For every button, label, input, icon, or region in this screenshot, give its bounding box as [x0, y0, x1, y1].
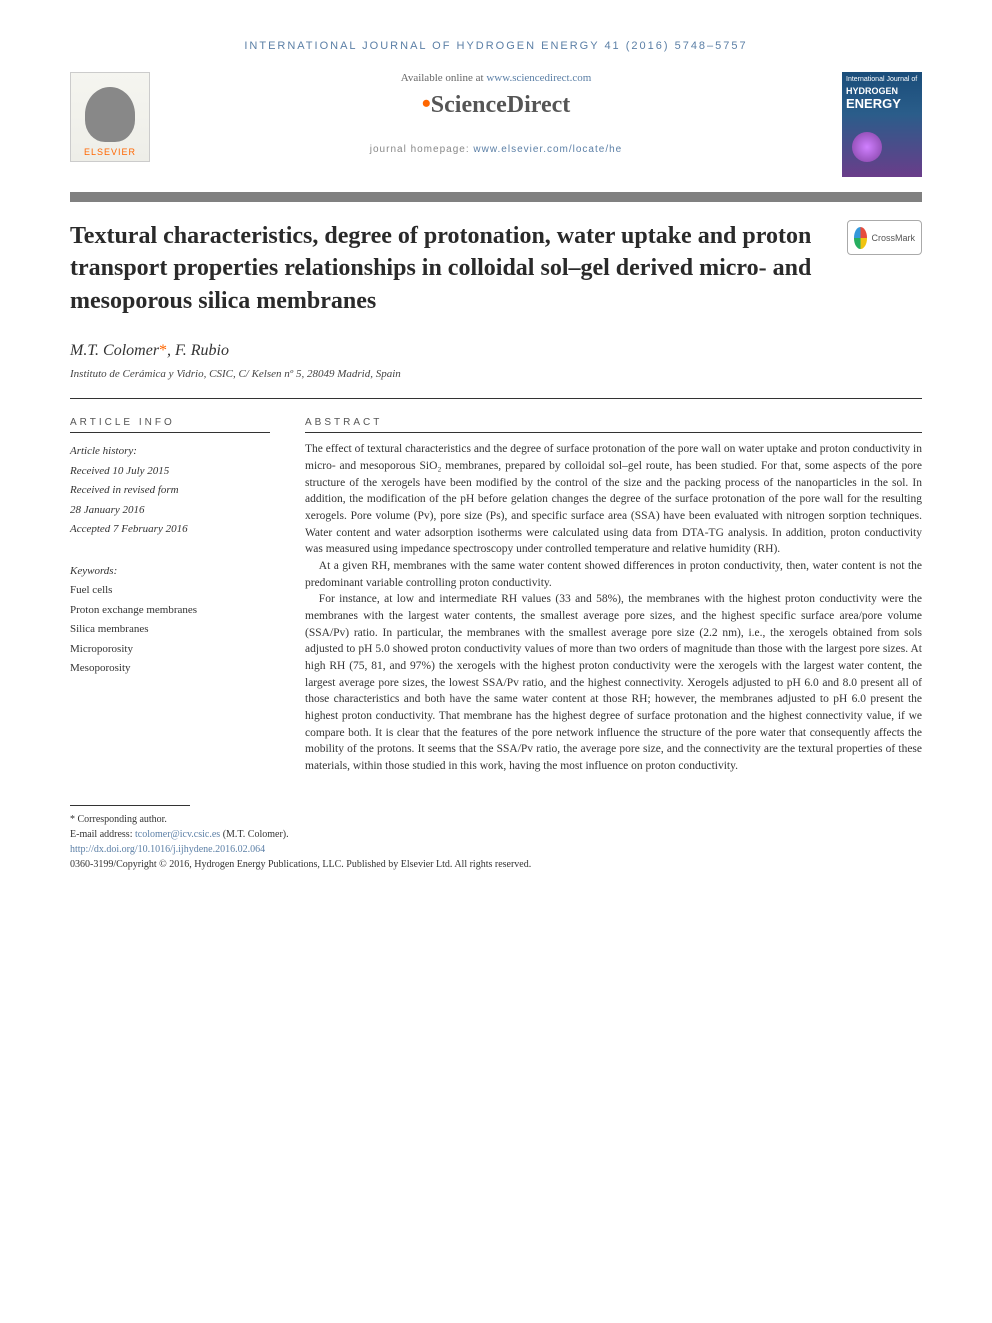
sciencedirect-logo[interactable]: •ScienceDirect — [170, 89, 822, 119]
article-title: Textural characteristics, degree of prot… — [70, 220, 817, 317]
article-info-column: ARTICLE INFO Article history: Received 1… — [70, 417, 270, 774]
mini-divider — [305, 432, 922, 433]
elsevier-tree-icon — [85, 87, 135, 142]
email-suffix: (M.T. Colomer). — [220, 829, 288, 840]
email-link[interactable]: tcolomer@icv.csic.es — [135, 829, 220, 840]
corresponding-label: Corresponding author. — [78, 814, 167, 825]
crossmark-label: CrossMark — [871, 233, 915, 243]
keywords-block: Keywords: Fuel cells Proton exchange mem… — [70, 563, 270, 677]
doi-link[interactable]: http://dx.doi.org/10.1016/j.ijhydene.201… — [70, 844, 265, 855]
elsevier-label: ELSEVIER — [84, 147, 136, 157]
abstract-text: The effect of textural characteristics a… — [305, 441, 922, 774]
keyword-item: Microporosity — [70, 641, 270, 658]
corresponding-note: * Corresponding author. — [70, 812, 922, 827]
history-revised-date: 28 January 2016 — [70, 502, 270, 519]
journal-cover-thumbnail[interactable]: International Journal of HYDROGEN ENERGY — [842, 72, 922, 177]
abstract-heading: ABSTRACT — [305, 417, 922, 428]
keyword-item: Mesoporosity — [70, 660, 270, 677]
horizontal-divider — [70, 398, 922, 399]
keywords-label: Keywords: — [70, 563, 270, 580]
footer-divider — [70, 805, 190, 806]
section-divider-bar — [70, 192, 922, 202]
journal-homepage-prefix: journal homepage: — [370, 144, 474, 155]
abstract-paragraph: At a given RH, membranes with the same w… — [305, 558, 922, 591]
available-online-text: Available online at www.sciencedirect.co… — [170, 72, 822, 84]
footer-block: * Corresponding author. E-mail address: … — [70, 812, 922, 872]
history-label: Article history: — [70, 443, 270, 460]
copyright-line: 0360-3199/Copyright © 2016, Hydrogen Ene… — [70, 857, 922, 872]
corresponding-star-icon: * — [159, 342, 167, 359]
email-label: E-mail address: — [70, 829, 135, 840]
journal-citation-header: INTERNATIONAL JOURNAL OF HYDROGEN ENERGY… — [70, 40, 922, 52]
journal-homepage-text: journal homepage: www.elsevier.com/locat… — [170, 144, 822, 155]
abstract-column: ABSTRACT The effect of textural characte… — [305, 417, 922, 774]
history-revised: Received in revised form — [70, 482, 270, 499]
title-row: Textural characteristics, degree of prot… — [70, 220, 922, 317]
article-info-heading: ARTICLE INFO — [70, 417, 270, 428]
author-1: M.T. Colomer — [70, 342, 159, 359]
cover-line1: International Journal of — [846, 76, 918, 83]
cover-graphic-icon — [852, 132, 882, 162]
journal-homepage-link[interactable]: www.elsevier.com/locate/he — [473, 144, 622, 155]
email-line: E-mail address: tcolomer@icv.csic.es (M.… — [70, 827, 922, 842]
top-header-section: ELSEVIER Available online at www.science… — [70, 72, 922, 177]
keyword-item: Fuel cells — [70, 582, 270, 599]
affiliation: Instituto de Cerámica y Vidrio, CSIC, C/… — [70, 368, 922, 380]
elsevier-logo[interactable]: ELSEVIER — [70, 72, 150, 162]
author-2: F. Rubio — [175, 342, 229, 359]
abstract-paragraph: For instance, at low and intermediate RH… — [305, 591, 922, 774]
mini-divider — [70, 432, 270, 433]
sciencedirect-link[interactable]: www.sciencedirect.com — [486, 72, 591, 84]
crossmark-button[interactable]: CrossMark — [847, 220, 922, 255]
cover-line3: ENERGY — [846, 96, 918, 111]
content-columns: ARTICLE INFO Article history: Received 1… — [70, 417, 922, 774]
history-accepted: Accepted 7 February 2016 — [70, 521, 270, 538]
header-middle: Available online at www.sciencedirect.co… — [170, 72, 822, 155]
sciencedirect-bullet-icon: • — [422, 89, 431, 118]
available-online-prefix: Available online at — [401, 72, 487, 84]
sciencedirect-label: ScienceDirect — [431, 92, 571, 118]
history-received: Received 10 July 2015 — [70, 463, 270, 480]
authors-line: M.T. Colomer*, F. Rubio — [70, 342, 922, 360]
crossmark-icon — [854, 227, 867, 249]
keyword-item: Silica membranes — [70, 621, 270, 638]
abstract-paragraph: The effect of textural characteristics a… — [305, 441, 922, 558]
cover-line2: HYDROGEN — [846, 86, 918, 96]
keyword-item: Proton exchange membranes — [70, 602, 270, 619]
